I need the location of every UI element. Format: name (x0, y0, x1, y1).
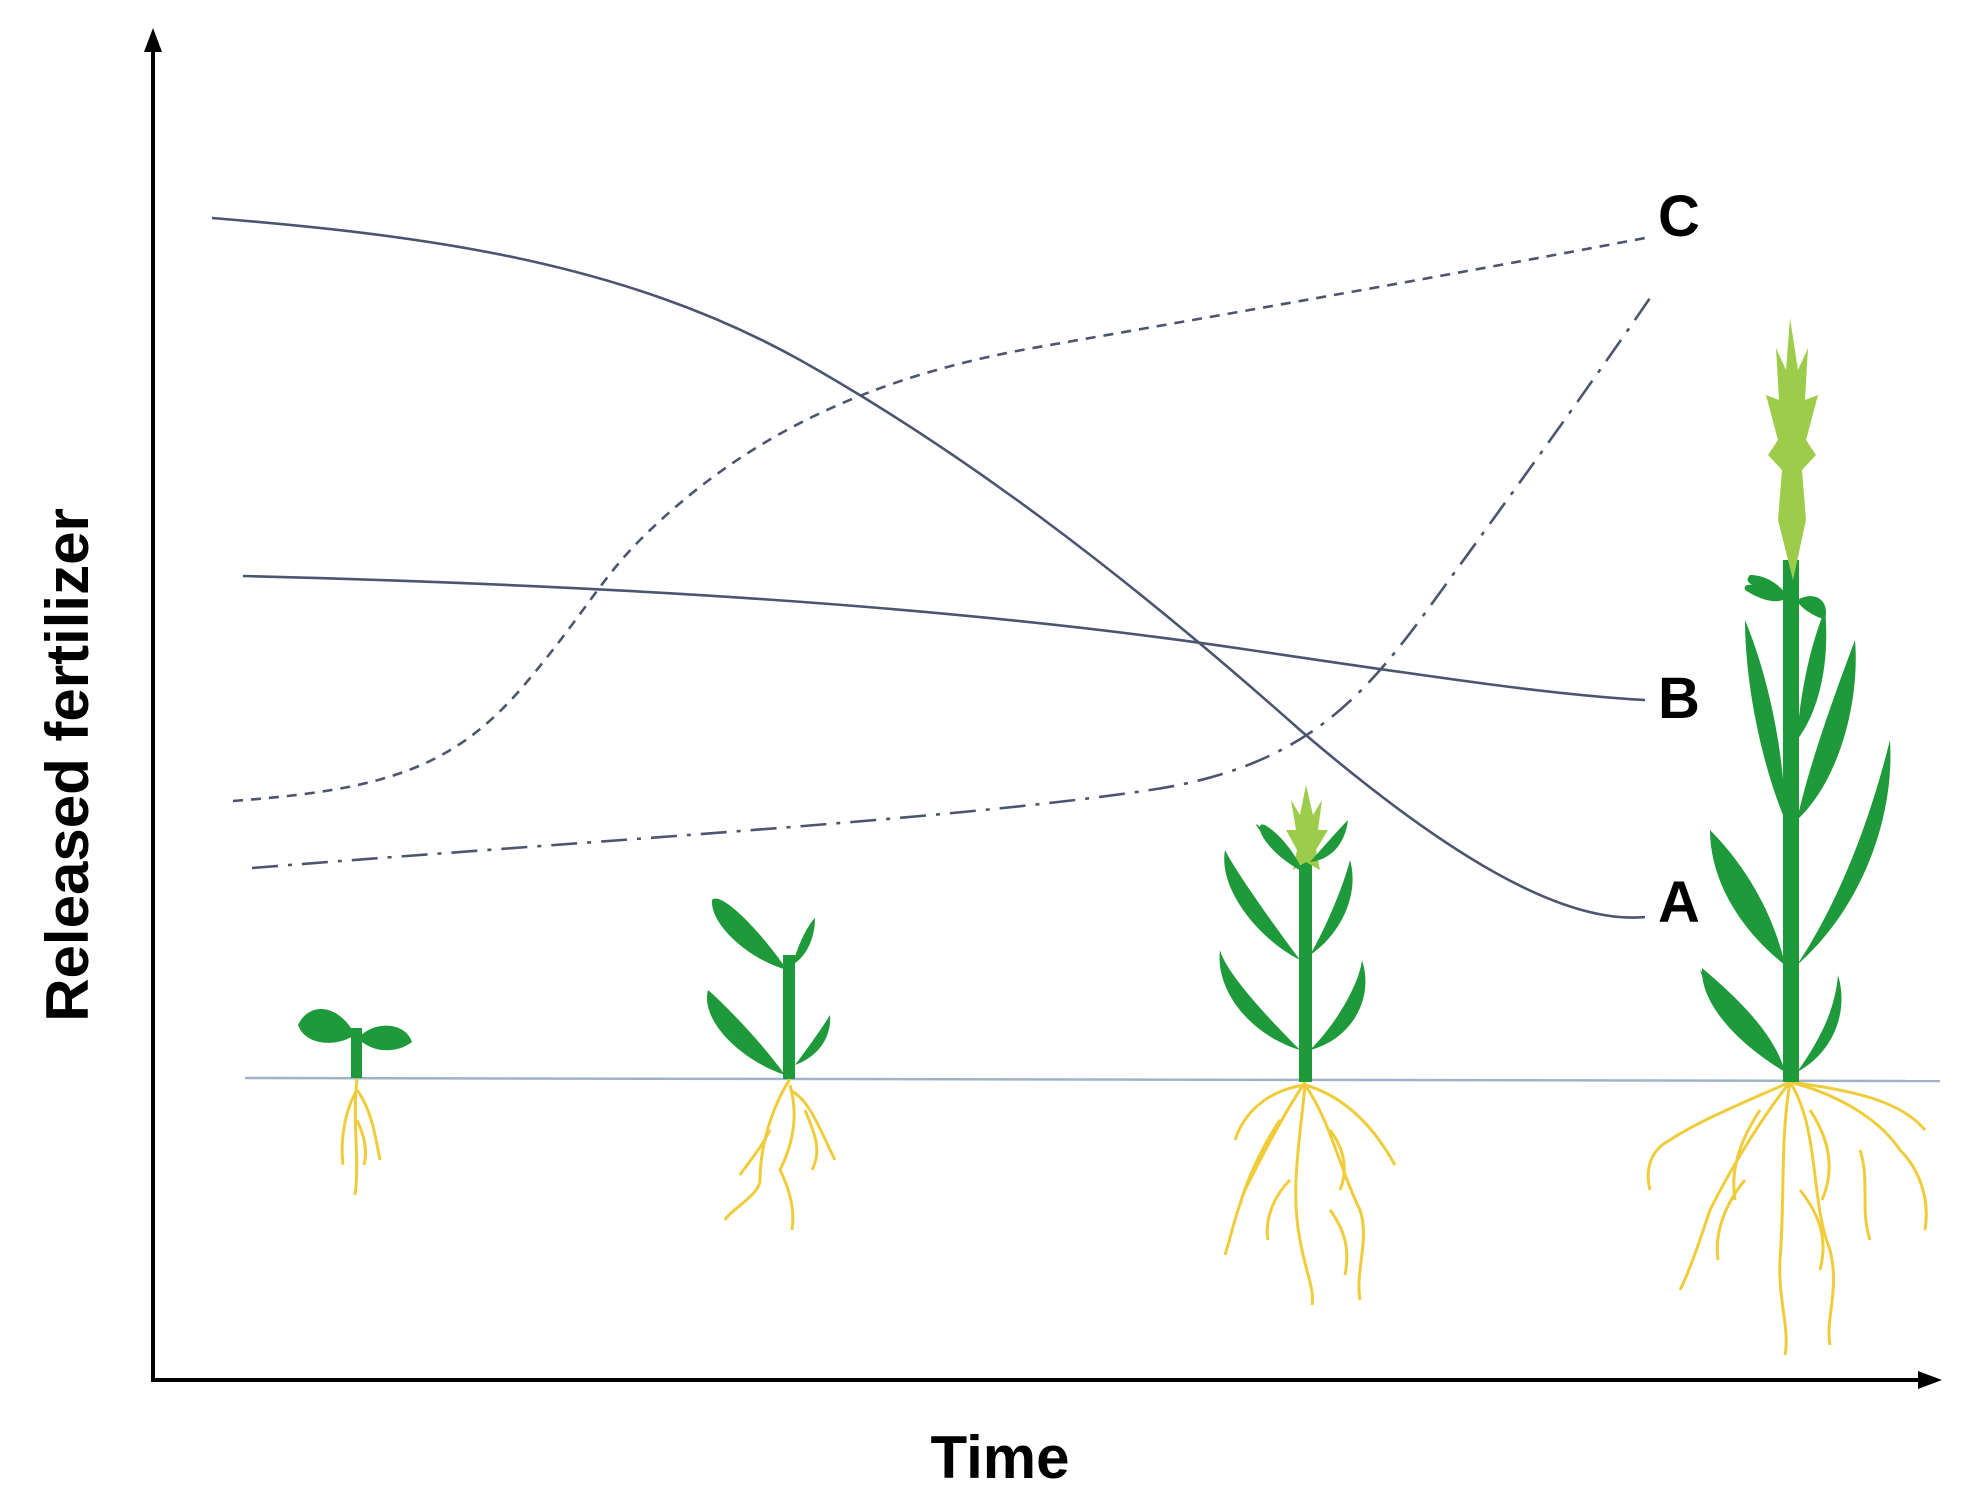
leaf-icon (1797, 610, 1827, 740)
root-icon (340, 1078, 382, 1196)
curve-label-b: B (1658, 666, 1700, 731)
leaf-icon (358, 1025, 412, 1051)
curve-dash-dot (251, 297, 1652, 870)
plant-mature (1646, 318, 1928, 1356)
curve-a (211, 216, 1646, 919)
leaf-icon (1797, 975, 1842, 1072)
stem-icon (783, 955, 795, 1079)
leaf-icon (1310, 820, 1348, 862)
curve-b (242, 574, 1646, 702)
ground-line (244, 1076, 1941, 1083)
leaf-icon (298, 1008, 355, 1043)
leaf-icon (1797, 640, 1856, 820)
leaf-icon (1797, 740, 1891, 965)
stem-icon (1299, 860, 1312, 1082)
stem-icon (351, 1028, 362, 1078)
leaf-icon (1310, 960, 1366, 1050)
leaf-icon (795, 1015, 831, 1065)
axes (151, 38, 1930, 1382)
leaf-icon (706, 990, 785, 1075)
leaf-icon (792, 918, 815, 965)
root-icon (723, 1078, 837, 1231)
tassel-icon (1286, 785, 1328, 870)
curve-label-c: C (1658, 184, 1700, 249)
curves (211, 216, 1652, 919)
leaf-icon (1710, 830, 1785, 965)
leaf-icon (711, 898, 787, 970)
plant-young (706, 898, 837, 1231)
leaf-icon (1701, 968, 1785, 1072)
curve-c (232, 236, 1646, 803)
leaf-icon (1744, 584, 1786, 602)
root-icon (1646, 1080, 1928, 1356)
curve-label-a: A (1658, 870, 1700, 935)
leaf-icon (1224, 850, 1300, 960)
plant-medium (1219, 785, 1397, 1306)
leaf-icon (1747, 575, 1790, 600)
y-axis-arrow-icon (144, 28, 162, 52)
x-axis-arrow-icon (1918, 1371, 1942, 1389)
plant-seedling (298, 1008, 412, 1196)
y-axis-label: Released fertilizer (34, 508, 101, 1022)
leaf-icon (1797, 596, 1826, 620)
leaf-icon (1219, 950, 1300, 1050)
leaf-icon (1310, 860, 1353, 955)
leaf-icon (1259, 824, 1303, 872)
tassel-icon (1766, 318, 1818, 580)
stem-icon (1783, 560, 1799, 1082)
leaf-icon (1745, 620, 1785, 820)
x-axis-label: Time (931, 1424, 1070, 1491)
root-icon (1223, 1081, 1397, 1306)
